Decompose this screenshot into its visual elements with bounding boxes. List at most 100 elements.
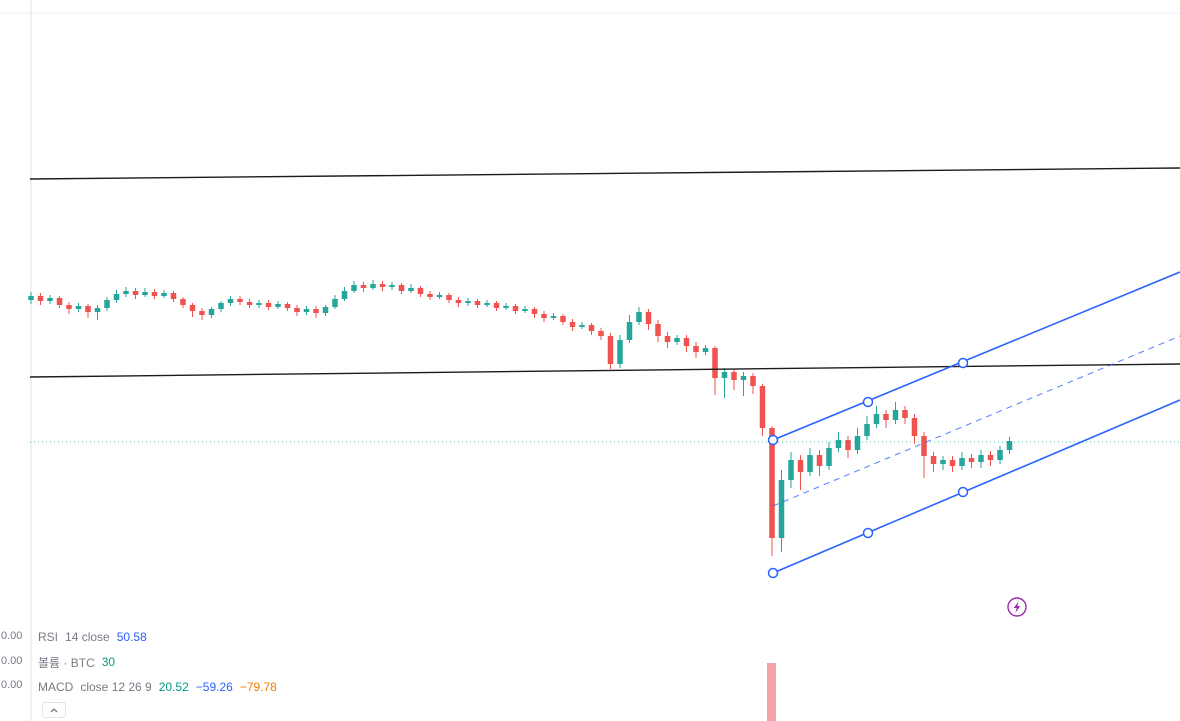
candle-body <box>427 294 433 297</box>
trendline-1[interactable] <box>29 167 1180 180</box>
chevron-up-icon <box>50 707 58 712</box>
channel-median-line[interactable] <box>772 335 1180 507</box>
candle-body <box>408 288 414 291</box>
drawing-anchor[interactable] <box>957 357 969 369</box>
candle-body <box>598 331 604 336</box>
candle-body <box>37 296 44 301</box>
trendline-2[interactable] <box>29 363 1180 378</box>
candle-body <box>579 325 585 327</box>
indicator-params: close 12 26 9 <box>80 680 152 694</box>
candle-body <box>341 291 348 299</box>
candle-body <box>693 346 699 352</box>
indicator-name: MACD <box>38 680 74 694</box>
candle-body <box>626 322 633 340</box>
drawing-anchor[interactable] <box>862 527 874 539</box>
candle-body <box>750 376 756 386</box>
candle-body <box>75 306 82 309</box>
candle-body <box>987 455 994 460</box>
candle-body <box>930 456 937 464</box>
candle-body <box>417 288 424 294</box>
candle-body <box>237 299 243 302</box>
candle-body <box>664 336 671 342</box>
candle-body <box>712 348 718 378</box>
candle-body <box>332 299 338 307</box>
candle-body <box>892 410 899 420</box>
lightning-icon[interactable] <box>1006 596 1028 618</box>
candle-body <box>265 303 272 307</box>
channel-upper-line[interactable] <box>772 271 1180 441</box>
candle-body <box>826 448 832 466</box>
candle-body <box>208 309 215 315</box>
candle-body <box>170 293 177 299</box>
volume-bar <box>767 663 776 721</box>
candle-body <box>28 296 34 300</box>
candle-body <box>968 458 975 462</box>
candle-body <box>465 301 471 303</box>
drawing-anchor[interactable] <box>767 567 779 579</box>
candle-body <box>370 284 376 288</box>
indicator-legend-row[interactable]: 볼륨 · BTC 30 <box>38 654 277 670</box>
channel-lower-line[interactable] <box>772 399 1180 574</box>
candle-body <box>569 322 576 327</box>
indicator-legend: RSI 14 close 50.58 볼륨 · BTC 30 MACD close 12 2… <box>38 629 277 704</box>
candle-body <box>702 348 709 352</box>
candle-body <box>398 285 405 291</box>
candle-body <box>199 311 205 315</box>
candle-body <box>560 316 566 322</box>
candle-body <box>522 309 528 311</box>
drawing-anchor[interactable] <box>862 396 874 408</box>
candle-body <box>85 306 91 312</box>
candle-body <box>797 460 804 472</box>
candle-body <box>645 312 652 324</box>
indicator-name: RSI <box>38 630 59 644</box>
candlestick-series[interactable] <box>28 280 1013 556</box>
candle-body <box>474 301 481 305</box>
candle-body <box>256 303 262 305</box>
candle-body <box>655 324 661 336</box>
candle-body <box>113 294 120 300</box>
candle-body <box>949 460 956 466</box>
candle-body <box>759 386 766 428</box>
candle-body <box>902 410 908 418</box>
candle-body <box>313 309 319 313</box>
candle-body <box>56 298 63 305</box>
candle-body <box>47 298 53 301</box>
candle-body <box>807 455 813 472</box>
candle-body <box>1006 441 1013 450</box>
candle-body <box>959 458 965 466</box>
candle-body <box>493 303 500 308</box>
candle-body <box>816 455 823 466</box>
candle-body <box>997 450 1003 460</box>
candle-body <box>284 304 291 308</box>
candle-body <box>503 306 509 308</box>
indicator-value: 20.52 <box>158 680 189 694</box>
candle-body <box>161 293 167 296</box>
candle-body <box>218 303 224 309</box>
candle-body <box>607 336 614 364</box>
candle-body <box>322 307 329 313</box>
candle-body <box>379 284 386 287</box>
candle-body <box>541 314 547 318</box>
candle-body <box>854 436 861 450</box>
candle-body <box>683 338 690 346</box>
indicator-legend-row[interactable]: MACD close 12 26 9 20.52 −59.26 −79.78 <box>38 679 277 695</box>
candle-body <box>66 305 72 309</box>
drawing-anchor[interactable] <box>957 486 969 498</box>
pane-expand-button[interactable] <box>42 702 66 718</box>
candle-body <box>294 308 300 312</box>
candle-body <box>778 480 785 538</box>
candle-body <box>227 299 234 303</box>
indicator-legend-row[interactable]: RSI 14 close 50.58 <box>38 629 277 645</box>
candle-body <box>835 440 842 448</box>
candle-body <box>151 292 158 296</box>
drawing-anchor[interactable] <box>767 434 779 446</box>
candle-body <box>617 340 623 364</box>
price-scale-label: 0.00 <box>1 630 23 642</box>
candle-body <box>769 428 775 538</box>
price-scale-label: 0.00 <box>1 655 23 667</box>
candle-body <box>351 285 357 291</box>
candle-body <box>940 460 946 464</box>
candle-body <box>731 372 737 380</box>
